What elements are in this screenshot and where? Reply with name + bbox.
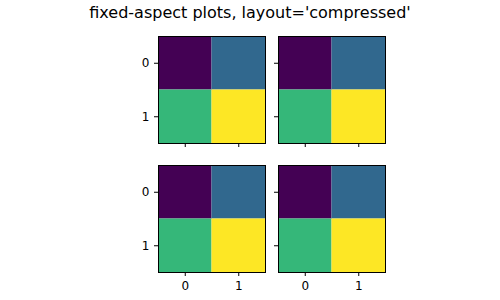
- svg-text:0: 0: [181, 279, 189, 293]
- svg-text:0: 0: [301, 279, 309, 293]
- html-text:fixed-aspect plots, layout='co: fixed-aspect plots, layout='compressed': [89, 3, 411, 22]
- svg-text:1: 1: [355, 279, 363, 293]
- svg-text:1: 1: [235, 279, 243, 293]
- svg-text:1: 1: [142, 110, 150, 124]
- svg-text:0: 0: [142, 56, 150, 70]
- svg-text:0: 0: [142, 185, 150, 199]
- svg-text:1: 1: [142, 239, 150, 253]
